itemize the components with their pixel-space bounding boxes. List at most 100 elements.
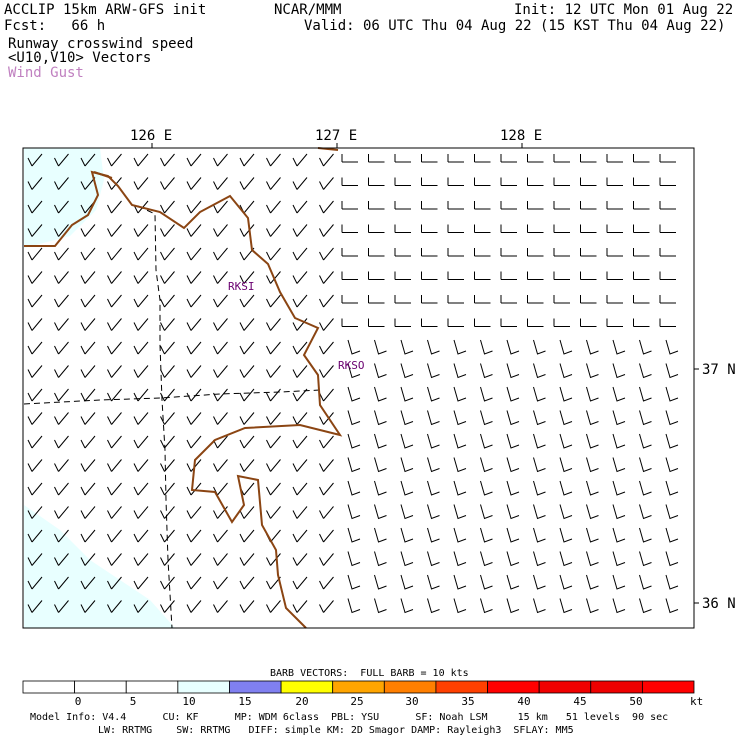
- colorbar-tick: 0: [75, 695, 82, 708]
- wind-barb: [374, 410, 387, 426]
- wind-barb: [633, 224, 650, 233]
- wind-barb: [80, 553, 96, 566]
- wind-barb: [107, 224, 122, 237]
- wind-barb: [586, 363, 599, 379]
- wind-barb: [559, 598, 573, 614]
- wind-barb: [213, 553, 228, 566]
- wind-barb: [612, 527, 626, 543]
- wind-barb: [266, 388, 281, 402]
- wind-barb: [527, 177, 544, 186]
- wind-barb: [659, 295, 676, 304]
- field-name: Runway crosswind speed: [8, 36, 194, 52]
- wind-barb: [427, 551, 440, 567]
- lat-label-36: 36 N: [702, 596, 736, 612]
- wind-barb: [447, 248, 464, 257]
- wind-barb: [612, 598, 626, 614]
- wind-barb: [239, 388, 255, 402]
- wind-barb: [54, 459, 69, 472]
- wind-barb: [292, 412, 308, 425]
- wind-barb: [586, 551, 599, 567]
- wind-barb: [580, 271, 597, 280]
- wind-barb: [374, 433, 387, 449]
- wind-barb: [54, 365, 69, 378]
- wind-barb: [506, 410, 520, 426]
- wind-barb: [665, 598, 679, 614]
- wind-barb: [107, 506, 122, 519]
- wind-barb: [133, 482, 149, 496]
- wind-barb: [80, 153, 96, 167]
- wind-barb: [54, 200, 69, 214]
- wind-barb: [553, 271, 570, 280]
- wind-barb: [160, 341, 175, 355]
- wind-barb: [453, 598, 467, 614]
- wind-barb: [213, 341, 228, 355]
- wind-barb: [80, 294, 96, 308]
- wind-barb: [427, 457, 440, 473]
- wind-barb: [186, 459, 202, 472]
- model-title: ACCLIP 15km ARW-GFS init: [4, 2, 207, 18]
- wind-barb: [266, 341, 281, 355]
- wind-barb: [606, 201, 623, 210]
- wind-barb: [160, 388, 175, 402]
- wind-barb: [319, 506, 334, 519]
- wind-barb: [319, 318, 334, 331]
- wind-barb: [586, 386, 599, 402]
- wind-barb: [480, 410, 493, 426]
- wind-barb: [400, 386, 414, 402]
- wind-barb: [633, 248, 650, 257]
- wind-barb: [527, 271, 544, 280]
- wind-barb: [160, 247, 175, 261]
- wind-barb: [213, 224, 228, 237]
- wind-barb: [160, 576, 175, 590]
- wind-barb: [612, 339, 626, 355]
- wind-barb: [266, 435, 281, 449]
- wind-barb: [639, 551, 652, 567]
- wind-barb: [27, 576, 43, 590]
- wind-barb: [586, 410, 599, 426]
- wind-barb: [394, 154, 411, 163]
- init-time: Init: 12 UTC Mon 01 Aug 22: [514, 2, 734, 18]
- wind-barb: [213, 365, 228, 378]
- wind-barb: [506, 574, 520, 590]
- wind-barb: [639, 574, 652, 590]
- wind-barb: [213, 318, 228, 331]
- wind-barb: [665, 410, 679, 426]
- wind-barb: [239, 318, 255, 331]
- wind-barb: [606, 295, 623, 304]
- wind-barb: [553, 295, 570, 304]
- wind-barb: [506, 504, 520, 520]
- wind-barb: [612, 410, 626, 426]
- wind-barb: [368, 201, 385, 210]
- wind-barb: [133, 412, 149, 425]
- colorbar-swatch: [332, 680, 385, 694]
- wind-barb: [368, 271, 385, 280]
- wind-barb: [266, 294, 281, 308]
- wind-barb: [659, 271, 676, 280]
- wind-barb: [133, 318, 149, 331]
- wind-barb: [292, 153, 308, 167]
- wind-barb: [400, 574, 414, 590]
- wind-barb: [107, 318, 122, 331]
- wind-barb: [639, 598, 652, 614]
- wind-barb: [400, 480, 414, 496]
- wind-barb: [213, 412, 228, 425]
- wind-barb: [27, 177, 43, 190]
- wind-barb: [27, 224, 43, 237]
- wind-barb: [480, 527, 493, 543]
- wind-barb: [107, 600, 122, 613]
- wind-barb: [633, 201, 650, 210]
- wind-barb: [160, 553, 175, 566]
- wind-barb: [559, 363, 573, 379]
- wind-barb: [27, 341, 43, 355]
- wind-barb: [394, 177, 411, 186]
- wind-barb: [80, 529, 96, 543]
- wind-barb: [374, 457, 387, 473]
- wind-barb: [368, 154, 385, 163]
- wind-barb: [639, 504, 652, 520]
- wind-barb: [453, 339, 467, 355]
- wind-barb: [527, 248, 544, 257]
- wind-barb: [533, 386, 546, 402]
- wind-barb: [347, 527, 361, 543]
- wind-barb: [186, 177, 202, 190]
